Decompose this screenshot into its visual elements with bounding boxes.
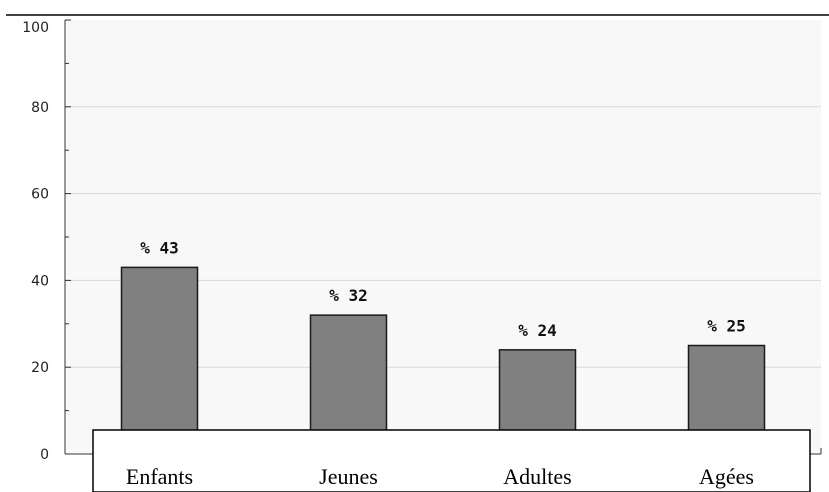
data-label: % 43 [140,238,179,257]
y-axis-ticks: 0 20 40 60 80 100 [22,19,71,463]
x-axis-category-labels: Enfants Jeunes Adultes Agées [126,464,754,489]
data-label: % 24 [518,321,557,340]
bar-enfants [120,266,199,455]
y-tick-label: 60 [31,187,49,203]
category-label-box [92,429,811,492]
category-label: Agées [699,464,754,489]
y-tick-label: 80 [31,100,49,116]
category-label: Adultes [503,464,571,489]
y-tick-label: 40 [31,273,49,289]
y-tick-label: 100 [22,20,49,36]
data-label: % 25 [707,317,746,336]
category-label: Jeunes [319,464,378,489]
data-labels: % 43 % 32 % 24 % 25 [140,238,746,339]
y-tick-label: 20 [31,360,49,376]
y-tick-label: 0 [40,447,49,463]
category-label: Enfants [126,464,193,489]
data-label: % 32 [329,286,368,305]
